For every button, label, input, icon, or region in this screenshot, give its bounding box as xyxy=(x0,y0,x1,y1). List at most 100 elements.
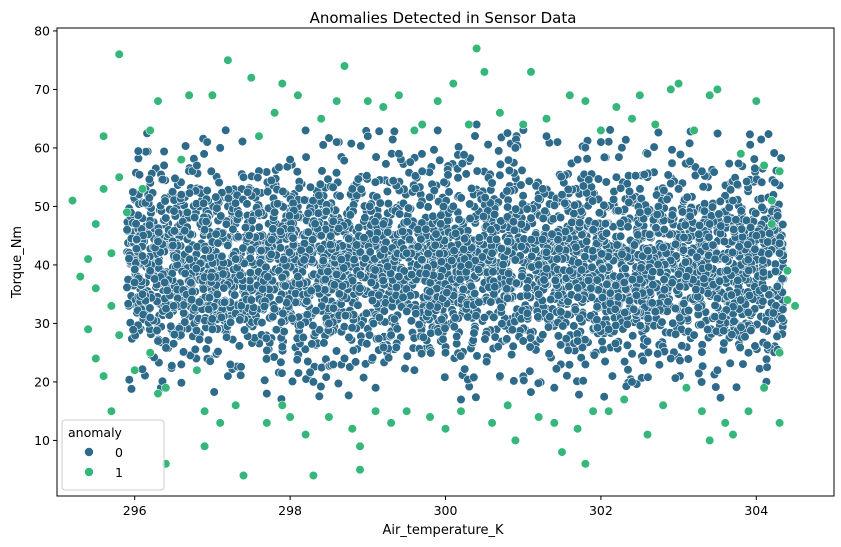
point-normal xyxy=(320,274,330,285)
point-normal xyxy=(128,187,138,197)
point-normal xyxy=(705,219,715,229)
point-anomaly xyxy=(378,102,388,112)
point-normal xyxy=(333,378,344,389)
point-normal xyxy=(502,186,512,196)
point-normal xyxy=(635,207,645,217)
point-normal xyxy=(516,242,526,252)
point-normal xyxy=(556,307,566,317)
point-normal xyxy=(727,330,737,340)
point-normal xyxy=(678,245,689,255)
point-normal xyxy=(316,231,326,241)
point-normal xyxy=(653,202,664,212)
point-anomaly xyxy=(440,424,451,434)
point-normal xyxy=(717,311,728,322)
point-normal xyxy=(697,347,707,357)
point-anomaly xyxy=(541,114,552,124)
point-normal xyxy=(743,348,754,358)
point-normal xyxy=(703,262,714,272)
point-normal xyxy=(370,217,380,227)
point-normal xyxy=(616,183,626,193)
point-normal xyxy=(355,283,365,293)
point-normal xyxy=(580,359,591,370)
point-normal xyxy=(750,163,760,173)
point-normal xyxy=(772,331,782,342)
y-tick-label: 30 xyxy=(34,316,50,331)
point-normal xyxy=(777,314,787,324)
point-anomaly xyxy=(518,119,528,130)
point-normal xyxy=(643,372,653,382)
point-normal xyxy=(658,242,668,252)
point-normal xyxy=(622,340,633,350)
point-normal xyxy=(198,284,208,294)
point-normal xyxy=(670,373,681,383)
point-normal xyxy=(587,262,597,272)
point-anomaly xyxy=(371,406,381,416)
point-normal xyxy=(654,360,665,370)
point-normal xyxy=(394,272,404,282)
point-normal xyxy=(757,177,767,187)
point-normal xyxy=(620,263,630,274)
point-normal xyxy=(267,235,277,245)
point-normal xyxy=(770,178,780,188)
point-normal xyxy=(631,290,642,300)
point-normal xyxy=(556,172,566,182)
point-normal xyxy=(202,137,212,147)
point-normal xyxy=(425,287,435,297)
point-anomaly xyxy=(627,114,637,124)
point-normal xyxy=(525,366,535,376)
point-normal xyxy=(754,364,765,374)
point-normal xyxy=(440,323,450,333)
point-normal xyxy=(178,347,189,357)
point-normal xyxy=(675,282,685,292)
point-normal xyxy=(509,376,519,386)
point-normal xyxy=(206,166,216,176)
point-normal xyxy=(169,330,179,340)
point-normal xyxy=(541,264,552,274)
point-normal xyxy=(764,249,774,259)
point-normal xyxy=(124,375,134,385)
point-normal xyxy=(708,240,718,250)
point-normal xyxy=(647,298,657,308)
point-normal xyxy=(726,290,737,300)
point-normal xyxy=(359,373,369,383)
point-anomaly xyxy=(200,406,210,416)
point-normal xyxy=(236,370,246,380)
point-anomaly xyxy=(549,418,559,428)
legend-label-0: 0 xyxy=(115,445,123,460)
point-normal xyxy=(635,184,645,194)
point-normal xyxy=(206,272,216,282)
point-normal xyxy=(295,320,306,330)
point-normal xyxy=(653,127,664,138)
point-normal xyxy=(456,351,466,361)
point-normal xyxy=(154,227,164,237)
point-anomaly xyxy=(262,418,272,428)
point-normal xyxy=(715,196,725,206)
point-normal xyxy=(683,354,693,364)
point-normal xyxy=(461,169,471,179)
point-normal xyxy=(269,304,279,314)
y-tick-label: 40 xyxy=(34,257,50,272)
point-normal xyxy=(162,285,172,296)
point-normal xyxy=(743,307,753,318)
point-normal xyxy=(510,255,520,265)
point-normal xyxy=(314,190,324,200)
point-normal xyxy=(417,166,427,176)
point-normal xyxy=(745,129,755,139)
point-anomaly xyxy=(572,424,583,434)
point-normal xyxy=(643,206,653,216)
point-normal xyxy=(310,219,320,229)
point-normal xyxy=(379,342,389,353)
point-anomaly xyxy=(767,196,777,206)
point-normal xyxy=(161,213,171,223)
point-normal xyxy=(160,277,170,288)
point-normal xyxy=(597,293,608,303)
point-normal xyxy=(549,383,559,393)
point-normal xyxy=(472,119,482,130)
point-normal xyxy=(662,194,672,204)
point-normal xyxy=(774,238,785,248)
point-normal xyxy=(719,236,730,247)
point-normal xyxy=(347,323,357,333)
point-normal xyxy=(182,207,192,218)
point-normal xyxy=(511,278,521,288)
point-normal xyxy=(334,223,344,234)
